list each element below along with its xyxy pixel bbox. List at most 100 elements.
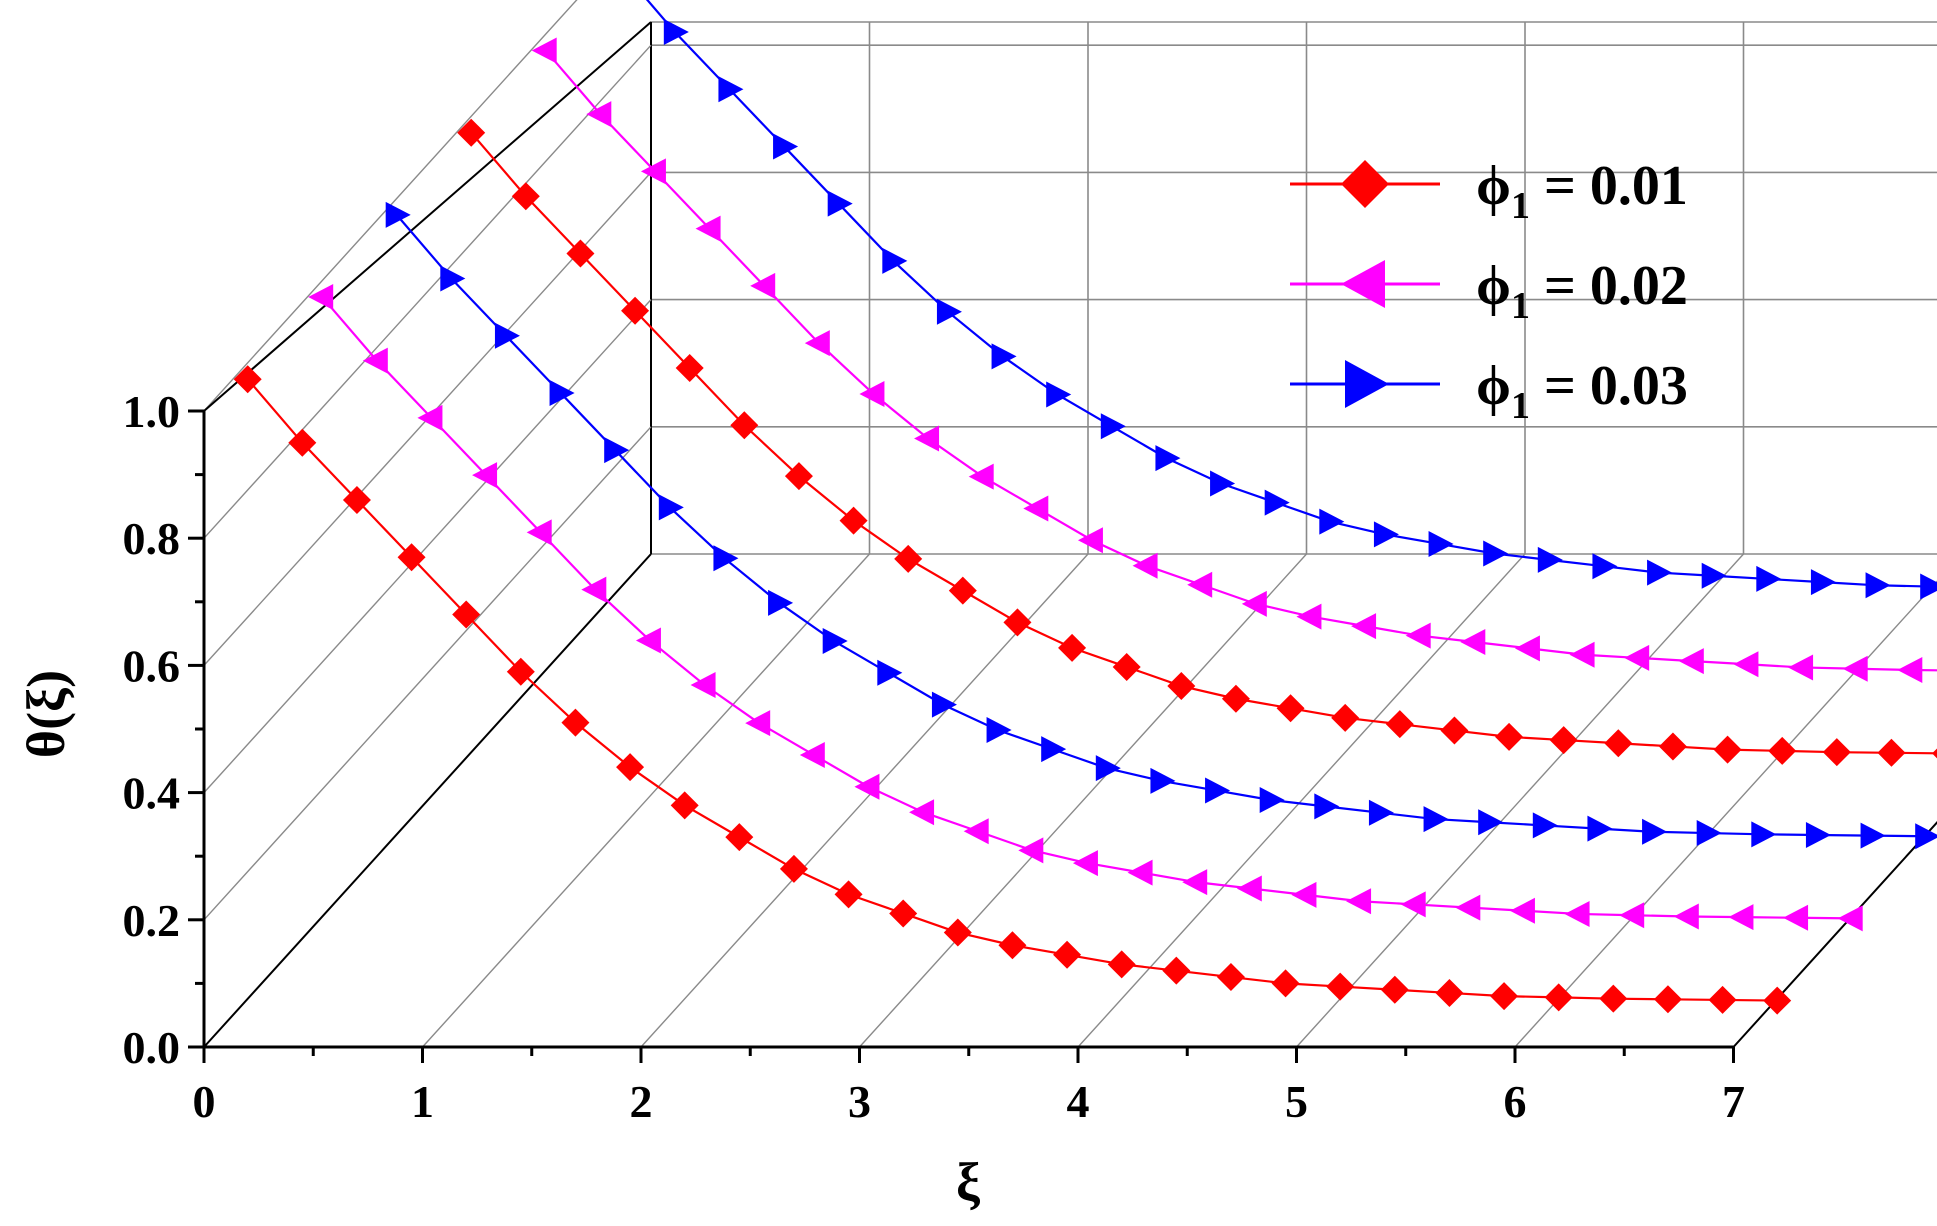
y-tick-label: 0.8: [123, 513, 181, 564]
triangle-right-marker: [1264, 489, 1290, 516]
triangle-right-marker: [1865, 572, 1891, 599]
legend: ϕ1 = 0.01 ϕ1 = 0.02 ϕ1 = 0.03: [1290, 155, 1688, 427]
triangle-right-marker: [549, 379, 575, 406]
triangle-left-marker: [854, 773, 880, 800]
triangle-right-marker: [1373, 521, 1399, 548]
diamond-marker: [506, 657, 535, 686]
diamond-marker: [457, 118, 486, 147]
diamond-marker: [1107, 950, 1136, 979]
x-tick-label: 6: [1504, 1076, 1527, 1127]
diamond-marker: [1932, 748, 1937, 759]
triangle-right-marker: [1423, 806, 1449, 833]
diamond-marker: [779, 854, 808, 883]
diamond-marker: [889, 899, 918, 928]
legend-entry: ϕ1 = 0.01: [1290, 155, 1688, 227]
diamond-marker: [784, 462, 813, 491]
legend-entry: ϕ1 = 0.03: [1290, 355, 1688, 427]
y-tick-label: 0.2: [123, 895, 181, 946]
diamond-marker: [1544, 983, 1573, 1012]
diamond-marker: [839, 506, 868, 535]
triangle-left-marker: [909, 799, 935, 826]
floor-depth-line: [858, 553, 1308, 1048]
diamond-marker: [1658, 732, 1687, 761]
left-wall-top-edge: [203, 21, 652, 412]
triangle-right-marker: [1532, 812, 1558, 839]
triangle-left-marker: [1673, 903, 1699, 930]
triangle-right-marker: [604, 437, 630, 464]
diamond-marker: [834, 880, 863, 909]
triangle-right-marker: [986, 717, 1012, 744]
diamond-marker: [730, 411, 759, 440]
triangle-left-marker: [859, 380, 885, 407]
series-row-2: [308, 284, 1863, 932]
triangle-right-marker: [1642, 818, 1668, 845]
triangle-right-marker: [1478, 809, 1504, 836]
triangle-left-marker: [635, 627, 661, 654]
triangle-left-marker: [531, 37, 557, 64]
x-tick-label: 5: [1285, 1076, 1308, 1127]
triangle-left-marker: [1837, 905, 1863, 932]
floor-depth-line: [1514, 580, 1937, 1048]
triangle-right-marker: [718, 76, 744, 103]
triangle-right-marker: [1696, 820, 1722, 847]
triangle-right-marker: [1319, 508, 1345, 535]
y-tick-label: 1.0: [123, 386, 181, 437]
triangle-left-marker: [1619, 902, 1645, 929]
diamond-marker: [1216, 963, 1245, 992]
diamond-marker: [1331, 703, 1360, 732]
triangle-left-marker: [968, 463, 994, 490]
floor-grid: [203, 553, 1937, 1048]
triangle-left-marker: [1514, 635, 1540, 662]
triangle-right-marker: [663, 18, 689, 45]
diamond-marker: [1549, 726, 1578, 755]
diamond-marker: [1495, 722, 1524, 751]
series-row-1: [233, 365, 1792, 1015]
diamond-marker: [1440, 716, 1469, 745]
triangle-right-marker: [822, 627, 848, 654]
diamond-marker: [1490, 982, 1519, 1011]
diamond-marker: [1599, 984, 1628, 1013]
tick-labels: 0 1 2 3 4 5 6 7 0.0 0.2 0.4 0.6 0.8 1.0: [123, 386, 1746, 1127]
triangle-right-marker: [1805, 821, 1831, 848]
triangle-right-marker: [1587, 815, 1613, 842]
triangle-left-marker: [1455, 894, 1481, 921]
triangle-left-marker: [1187, 571, 1213, 598]
triangle-left-marker: [308, 284, 334, 311]
triangle-left-marker: [1346, 888, 1372, 915]
triangle-left-marker: [581, 576, 607, 603]
x-tick-label: 7: [1722, 1076, 1745, 1127]
triangle-right-marker: [1041, 736, 1067, 763]
triangle-left-marker: [1291, 881, 1317, 908]
diamond-marker: [1385, 710, 1414, 739]
diamond-marker: [621, 296, 650, 325]
series-row-4: [457, 118, 1937, 767]
y-tick-label: 0.6: [123, 640, 181, 691]
triangle-right-marker: [991, 343, 1017, 370]
y-tick-label: 0.0: [123, 1022, 181, 1073]
triangle-left-marker: [1624, 644, 1650, 671]
triangle-right-marker: [936, 298, 962, 325]
triangle-right-marker: [1155, 445, 1181, 472]
series-row-6: [645, 0, 1937, 600]
triangle-left-marker: [690, 671, 716, 698]
diamond-marker: [948, 576, 977, 605]
diamond-marker: [397, 543, 426, 572]
diamond-marker: [1768, 736, 1797, 765]
triangle-right-marker: [1810, 569, 1836, 596]
triangle-left-marker: [472, 462, 498, 489]
floor-depth-line: [421, 553, 871, 1048]
legend-diamond-marker: [1341, 160, 1389, 208]
triangle-right-marker: [1756, 565, 1782, 592]
triangle-left-marker: [586, 101, 612, 128]
left-wall-depth-line: [203, 44, 652, 539]
triangle-left-marker: [1788, 654, 1814, 681]
triangle-right-marker: [1647, 559, 1673, 586]
triangle-left-marker: [963, 818, 989, 845]
triangle-right-marker: [713, 545, 739, 572]
diamond-marker: [943, 918, 972, 947]
triangle-left-marker: [1236, 875, 1262, 902]
triangle-right-marker: [1537, 546, 1563, 573]
triangle-left-marker: [640, 158, 666, 185]
diamond-marker: [566, 239, 595, 268]
x-tick-label: 1: [411, 1076, 434, 1127]
